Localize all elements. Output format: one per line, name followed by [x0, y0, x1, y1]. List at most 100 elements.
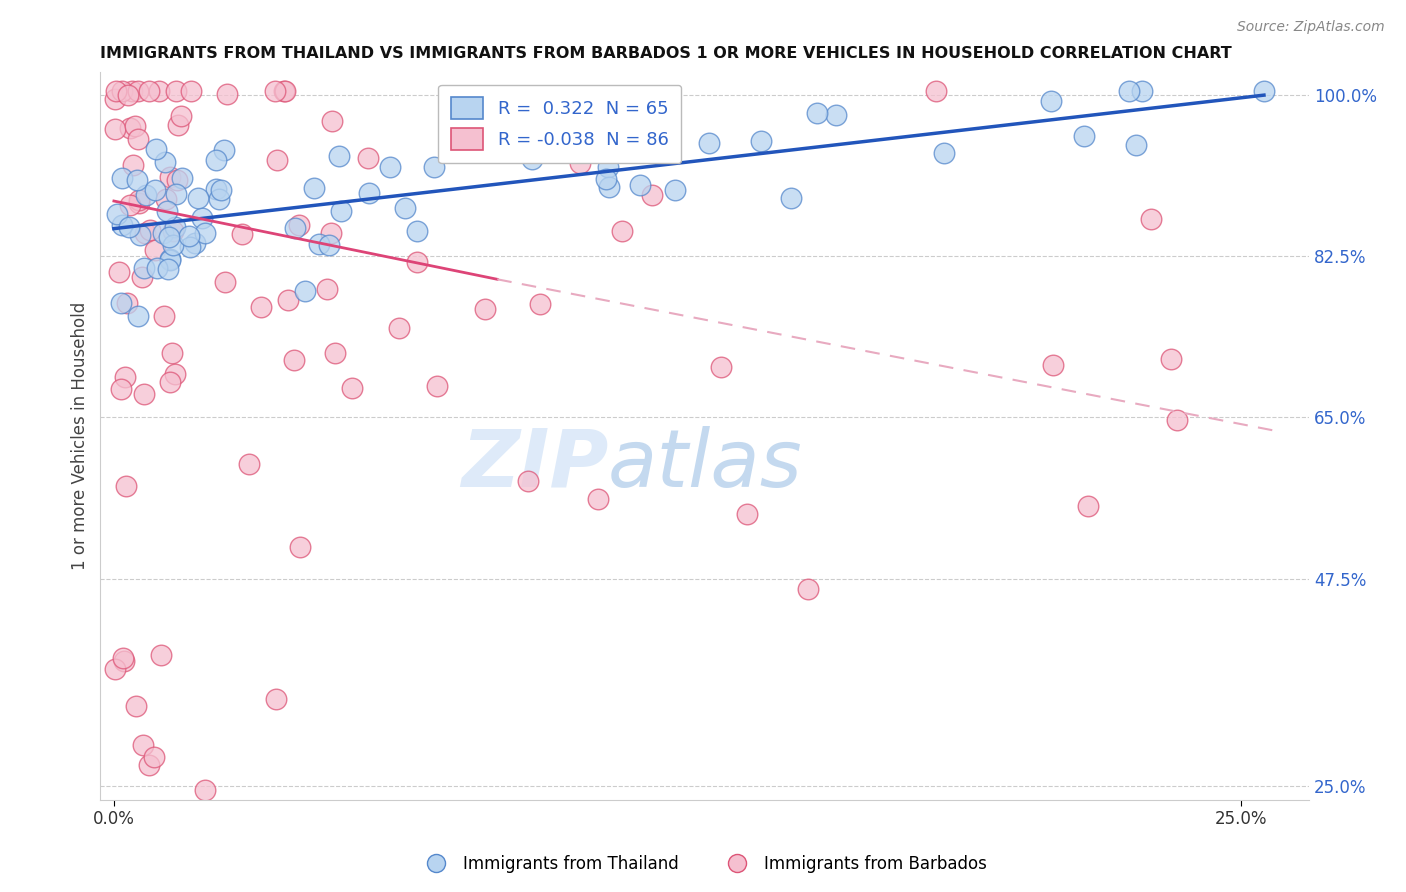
Point [205, 182, 228, 196]
Point [127, 131, 149, 145]
Point [932, 146, 955, 161]
Point [143, 243, 166, 257]
Point [595, 171, 617, 186]
Point [329, 204, 352, 219]
Y-axis label: 1 or more Vehicles in Household: 1 or more Vehicles in Household [72, 301, 89, 570]
Point [340, 381, 363, 395]
Point [277, 293, 299, 307]
Point [664, 183, 686, 197]
Point [425, 379, 447, 393]
Point [388, 321, 411, 335]
Point [215, 87, 238, 101]
Point [212, 143, 235, 157]
Point [162, 346, 184, 360]
Point [284, 221, 307, 235]
Point [302, 180, 325, 194]
Point [112, 654, 135, 668]
Point [780, 191, 803, 205]
Point [319, 226, 342, 240]
Point [105, 207, 128, 221]
Point [159, 376, 181, 390]
Point [170, 109, 193, 123]
Point [1125, 138, 1147, 153]
Point [423, 160, 446, 174]
Point [155, 192, 177, 206]
Point [749, 134, 772, 148]
Point [110, 296, 132, 310]
Point [274, 83, 297, 97]
Point [156, 203, 179, 218]
Point [735, 507, 758, 521]
Point [128, 227, 150, 242]
Point [134, 261, 156, 276]
Point [170, 171, 193, 186]
Point [628, 178, 651, 192]
Point [104, 121, 127, 136]
Point [111, 83, 134, 97]
Point [209, 183, 232, 197]
Point [120, 121, 142, 136]
Point [128, 196, 150, 211]
Point [104, 663, 127, 677]
Point [179, 228, 201, 243]
Point [139, 223, 162, 237]
Point [165, 186, 187, 201]
Point [162, 224, 184, 238]
Point [710, 360, 733, 375]
Point [165, 83, 187, 97]
Point [145, 142, 167, 156]
Point [134, 386, 156, 401]
Point [316, 281, 339, 295]
Point [238, 457, 260, 471]
Point [152, 226, 174, 240]
Point [166, 172, 188, 186]
Point [148, 83, 170, 97]
Point [118, 219, 141, 234]
Point [825, 108, 848, 122]
Point [1140, 211, 1163, 226]
Point [165, 368, 187, 382]
Point [156, 262, 179, 277]
Point [328, 149, 350, 163]
Point [159, 253, 181, 268]
Point [516, 474, 538, 488]
Point [308, 237, 330, 252]
Point [1039, 94, 1062, 108]
Point [1130, 84, 1153, 98]
Point [111, 170, 134, 185]
Point [180, 83, 202, 97]
Point [127, 309, 149, 323]
Point [125, 698, 148, 713]
Point [157, 229, 180, 244]
Point [111, 218, 134, 232]
Point [357, 186, 380, 201]
Point [127, 83, 149, 97]
Point [131, 270, 153, 285]
Point [214, 275, 236, 289]
Point [294, 284, 316, 298]
Point [143, 183, 166, 197]
Point [1253, 83, 1275, 97]
Point [162, 237, 184, 252]
Point [406, 254, 429, 268]
Point [290, 540, 312, 554]
Point [107, 265, 129, 279]
Point [394, 202, 416, 216]
Point [159, 170, 181, 185]
Point [323, 346, 346, 360]
Point [1042, 358, 1064, 372]
Point [114, 369, 136, 384]
Point [474, 301, 496, 316]
Point [132, 738, 155, 752]
Point [138, 757, 160, 772]
Point [163, 219, 186, 234]
Point [138, 83, 160, 97]
Point [321, 113, 343, 128]
Text: IMMIGRANTS FROM THAILAND VS IMMIGRANTS FROM BARBADOS 1 OR MORE VEHICLES IN HOUSE: IMMIGRANTS FROM THAILAND VS IMMIGRANTS F… [100, 46, 1232, 62]
Point [1073, 128, 1095, 143]
Point [121, 83, 143, 97]
Point [134, 226, 156, 240]
Point [187, 191, 209, 205]
Point [121, 158, 143, 172]
Point [125, 173, 148, 187]
